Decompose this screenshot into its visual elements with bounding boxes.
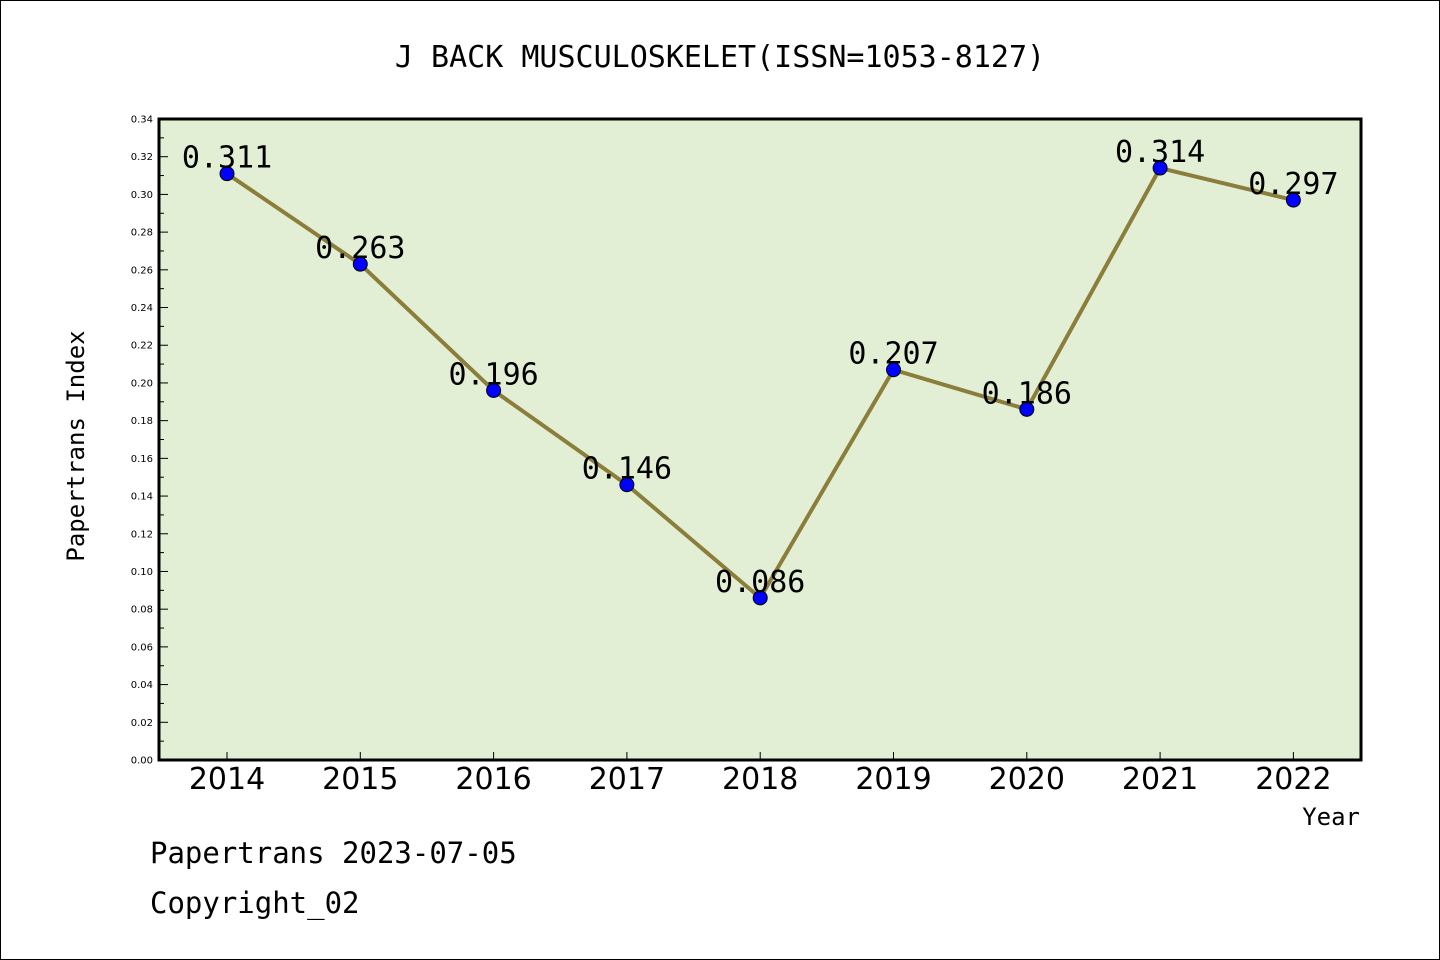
y-tick-label: 0.04	[131, 680, 153, 691]
x-tick-label: 2017	[589, 762, 665, 797]
y-tick-label: 0.24	[131, 303, 153, 314]
data-label: 0.207	[848, 337, 938, 372]
chart-title: J BACK MUSCULOSKELET(ISSN=1053-8127)	[395, 40, 1045, 75]
data-label: 0.314	[1115, 135, 1205, 170]
series-markers	[219, 160, 1301, 606]
x-tick-label: 2018	[722, 762, 798, 797]
data-point-marker	[619, 477, 635, 493]
x-axis: 2014 2015 2016 2017 2018 2019 2020 2021 2022	[189, 752, 1332, 797]
data-point-marker	[1152, 160, 1168, 176]
footer-copyright: Copyright_02	[150, 886, 360, 920]
y-tick-label: 0.16	[131, 454, 153, 465]
y-tick-label: 0.02	[131, 718, 153, 729]
y-tick-label: 0.34	[131, 115, 153, 126]
data-label: 0.311	[182, 141, 272, 176]
data-point-marker	[1285, 192, 1301, 208]
x-tick-label: 2022	[1255, 762, 1331, 797]
data-point-marker	[486, 382, 502, 398]
y-tick-label: 0.06	[131, 642, 153, 653]
y-tick-label: 0.26	[131, 265, 153, 276]
y-tick-label: 0.20	[131, 378, 153, 389]
y-tick-label: 0.32	[131, 152, 153, 163]
y-axis: 0.00 0.02 0.04 0.06 0.08 0.10 0.12 0.14 0.16 0.18…	[131, 115, 168, 767]
footer-date: Papertrans 2023-07-05	[150, 836, 517, 870]
y-tick-label: 0.00	[131, 756, 153, 767]
plot-border	[157, 117, 1363, 762]
x-tick-label: 2019	[855, 762, 931, 797]
data-label: 0.086	[715, 565, 805, 600]
x-tick-label: 2015	[322, 762, 398, 797]
plot-area	[159, 119, 1361, 760]
data-label: 0.186	[982, 376, 1072, 411]
y-axis-label: Papertrans Index	[62, 330, 90, 561]
data-label: 0.196	[448, 357, 538, 392]
y-tick-label: 0.22	[131, 341, 153, 352]
y-tick-label: 0.28	[131, 228, 153, 239]
y-tick-label: 0.14	[131, 492, 153, 503]
data-point-marker	[1019, 401, 1035, 417]
data-point-marker	[352, 256, 368, 272]
data-label: 0.146	[582, 452, 672, 487]
y-tick-label: 0.12	[131, 529, 153, 540]
data-label: 0.297	[1248, 167, 1338, 202]
y-tick-label: 0.18	[131, 416, 153, 427]
x-axis-label: Year	[1302, 803, 1360, 831]
y-tick-label: 0.08	[131, 605, 153, 616]
data-label: 0.263	[315, 231, 405, 266]
x-tick-label: 2016	[455, 762, 531, 797]
data-point-marker	[886, 362, 901, 378]
x-tick-label: 2014	[189, 762, 265, 797]
x-tick-label: 2021	[1122, 762, 1198, 797]
x-tick-label: 2020	[989, 762, 1065, 797]
data-point-marker	[219, 166, 235, 182]
y-tick-label: 0.10	[131, 567, 153, 578]
data-labels: 0.311 0.263 0.196 0.146 0.086 0.207 0.186 0.314…	[182, 135, 1339, 600]
data-point-marker	[752, 590, 768, 606]
y-tick-label: 0.30	[131, 190, 153, 201]
